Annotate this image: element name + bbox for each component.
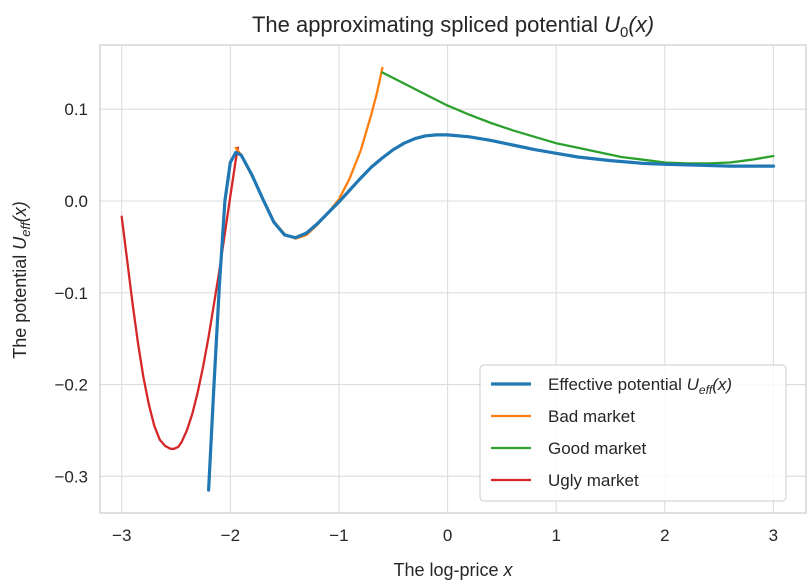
y-tick-label: −0.3 [54,467,88,486]
legend-box [479,364,787,502]
y-tick-label: −0.1 [54,284,88,303]
legend-label-effective-potential: Effective potential Ueff(x) [548,375,732,397]
x-tick-label: −2 [221,526,240,545]
series-line-bad-market [234,66,384,240]
legend: Effective potential Ueff(x) Bad market Goo… [479,364,787,502]
x-tick-label: 0 [443,526,452,545]
series-line-effective-potential [207,133,775,492]
legend-label-good-market: Good market [548,439,647,458]
x-tick-label: 3 [769,526,778,545]
x-tick-label: −3 [112,526,131,545]
x-tick-label: −1 [329,526,348,545]
y-tick-label: 0.1 [64,100,88,119]
legend-label-ugly-market: Ugly market [548,471,639,490]
x-tick-labels: −3 −2 −1 0 1 2 3 [112,526,778,545]
legend-entries: Effective potential Ueff(x) Bad market Goo… [491,375,732,490]
y-tick-label: 0.0 [64,192,88,211]
y-tick-label: −0.2 [54,376,88,395]
plot-frame [99,44,807,514]
legend-label-bad-market: Bad market [548,407,635,426]
series-line-ugly-market [120,146,240,450]
y-axis-title: The potential Ueff(x) [10,201,33,359]
chart-title: The approximating spliced potential U0(x… [252,12,654,41]
y-tick-labels: −0.3 −0.2 −0.1 0.0 0.1 [54,100,88,486]
grid [100,45,806,513]
x-tick-label: 2 [660,526,669,545]
x-axis-title: The log-price x [393,560,513,580]
series-line-good-market [381,71,775,165]
series-layer [120,66,775,492]
x-tick-label: 1 [551,526,560,545]
